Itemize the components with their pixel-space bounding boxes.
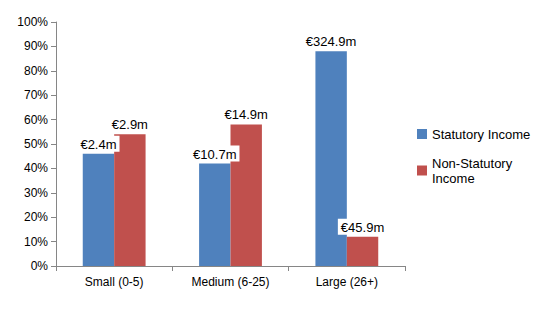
svg-text:0%: 0% (31, 259, 49, 273)
svg-text:50%: 50% (24, 137, 48, 151)
svg-text:€10.7m: €10.7m (193, 147, 236, 162)
svg-text:Large (26+): Large (26+) (316, 275, 378, 289)
svg-text:€2.9m: €2.9m (112, 117, 148, 132)
svg-text:20%: 20% (24, 210, 48, 224)
svg-text:80%: 80% (24, 64, 48, 78)
svg-text:Medium (6-25): Medium (6-25) (191, 275, 269, 289)
svg-text:Small (0-5): Small (0-5) (85, 275, 144, 289)
svg-text:€45.9m: €45.9m (341, 220, 384, 235)
svg-text:Statutory Income: Statutory Income (432, 127, 530, 142)
svg-text:Income: Income (432, 171, 475, 186)
svg-text:30%: 30% (24, 186, 48, 200)
svg-text:90%: 90% (24, 39, 48, 53)
svg-text:€14.9m: €14.9m (225, 107, 268, 122)
svg-text:60%: 60% (24, 113, 48, 127)
svg-text:Non-Statutory: Non-Statutory (432, 156, 516, 171)
svg-text:100%: 100% (17, 15, 48, 29)
svg-text:70%: 70% (24, 88, 48, 102)
svg-text:10%: 10% (24, 235, 48, 249)
svg-text:40%: 40% (24, 161, 48, 175)
svg-text:€2.4m: €2.4m (80, 137, 116, 152)
svg-text:€324.9m: €324.9m (306, 34, 357, 49)
